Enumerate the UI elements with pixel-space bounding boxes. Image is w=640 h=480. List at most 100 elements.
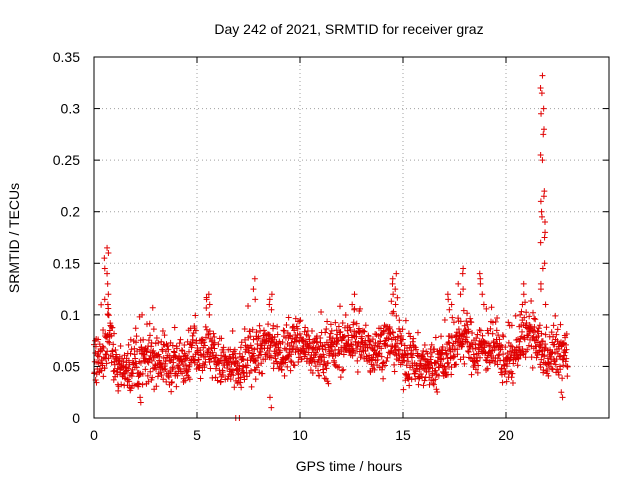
data-point [287, 357, 294, 364]
data-point [390, 308, 397, 315]
data-point [419, 373, 426, 380]
data-point [233, 358, 240, 365]
data-point [154, 373, 161, 380]
data-point [557, 321, 564, 328]
data-point [248, 367, 255, 374]
x-axis-label: GPS time / hours [296, 458, 403, 474]
data-point [185, 348, 192, 355]
data-point [173, 345, 180, 352]
data-point [328, 327, 335, 334]
data-point [101, 365, 108, 372]
data-point [268, 404, 275, 411]
data-point [199, 367, 206, 374]
data-point [445, 296, 452, 303]
data-point [323, 365, 330, 372]
data-point [144, 372, 151, 379]
data-point [125, 357, 132, 364]
data-point [457, 356, 464, 363]
data-point [474, 358, 481, 365]
data-point [540, 126, 547, 133]
data-point [534, 328, 541, 335]
data-point [460, 286, 467, 293]
data-point [105, 249, 112, 256]
data-point [246, 349, 253, 356]
data-point [460, 333, 467, 340]
data-point [475, 362, 482, 369]
data-point [529, 364, 536, 371]
data-point [389, 329, 396, 336]
data-point [178, 347, 185, 354]
data-point [519, 328, 526, 335]
data-point [541, 260, 548, 267]
data-point [531, 315, 538, 322]
data-point [256, 322, 263, 329]
data-point [299, 336, 306, 343]
data-point [319, 366, 326, 373]
data-point [276, 349, 283, 356]
data-point [400, 386, 407, 393]
data-point [350, 319, 357, 326]
data-point [389, 310, 396, 317]
data-point [171, 324, 178, 331]
y-tick-label: 0.05 [53, 358, 80, 374]
data-point [210, 330, 217, 337]
data-point [259, 370, 266, 377]
data-point [253, 329, 260, 336]
data-point [365, 333, 372, 340]
data-point [448, 364, 455, 371]
data-point [268, 291, 275, 298]
data-point [251, 275, 258, 282]
data-point [203, 296, 210, 303]
data-point [412, 368, 419, 375]
data-point [201, 342, 208, 349]
data-point [318, 357, 325, 364]
data-point [340, 366, 347, 373]
data-point [402, 317, 409, 324]
data-point [447, 355, 454, 362]
data-point [131, 351, 138, 358]
data-point [444, 291, 451, 298]
data-point [537, 344, 544, 351]
data-point [305, 332, 312, 339]
data-point [109, 324, 116, 331]
data-point [279, 339, 286, 346]
data-point [444, 360, 451, 367]
data-point [472, 366, 479, 373]
data-point [168, 388, 175, 395]
data-point [492, 318, 499, 325]
data-point [481, 343, 488, 350]
data-point [396, 346, 403, 353]
data-point [296, 330, 303, 337]
data-point [540, 367, 547, 374]
data-point [175, 362, 182, 369]
data-point [145, 337, 152, 344]
data-point [481, 350, 488, 357]
data-point [288, 339, 295, 346]
data-point [342, 311, 349, 318]
data-point [427, 356, 434, 363]
data-point [333, 327, 340, 334]
data-point [105, 338, 112, 345]
data-point [431, 346, 438, 353]
data-point [509, 343, 516, 350]
data-point [331, 359, 338, 366]
data-point [167, 358, 174, 365]
data-point [215, 341, 222, 348]
data-point [537, 361, 544, 368]
data-point [280, 327, 287, 334]
data-point [489, 319, 496, 326]
data-point [405, 358, 412, 365]
data-point [340, 351, 347, 358]
data-point [445, 359, 452, 366]
data-point [283, 346, 290, 353]
data-point [135, 383, 142, 390]
data-point [366, 337, 373, 344]
data-point [540, 131, 547, 138]
data-point [262, 330, 269, 337]
data-point [243, 373, 250, 380]
data-point [427, 353, 434, 360]
data-point [500, 333, 507, 340]
data-point [191, 324, 198, 331]
data-point [244, 362, 251, 369]
data-point [268, 306, 275, 313]
